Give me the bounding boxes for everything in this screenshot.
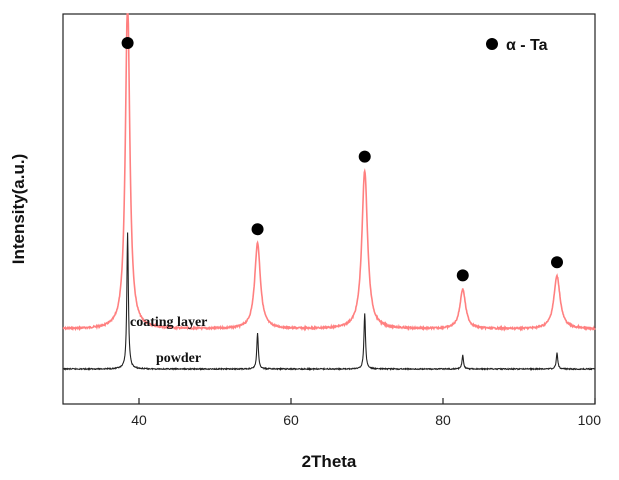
series-layer [62, 13, 596, 371]
y-axis-title: Intensity(a.u.) [9, 154, 28, 265]
alpha-ta-peak-marker [251, 223, 264, 236]
legend-label: α - Ta [506, 37, 548, 54]
alpha-ta-peak-marker [121, 37, 134, 49]
x-axis-ticks: 40 60 80 100 [131, 398, 601, 428]
series-label-powder: powder [156, 351, 201, 366]
alpha-ta-peak-marker [358, 150, 371, 163]
x-tick-label-80: 80 [435, 412, 451, 428]
series-line-coating-layer [62, 13, 596, 332]
series-line-powder [62, 232, 596, 371]
peak-markers [121, 37, 563, 282]
x-tick-label-40: 40 [131, 412, 147, 428]
alpha-ta-peak-marker [456, 269, 469, 282]
plot-frame [62, 13, 596, 405]
x-tick-label-60: 60 [283, 412, 299, 428]
alpha-ta-peak-marker [551, 256, 563, 269]
x-tick-label-100: 100 [578, 412, 602, 428]
x-axis-title: 2Theta [302, 452, 357, 471]
series-label-coating: coating layer [130, 315, 207, 330]
legend-marker [486, 38, 498, 50]
